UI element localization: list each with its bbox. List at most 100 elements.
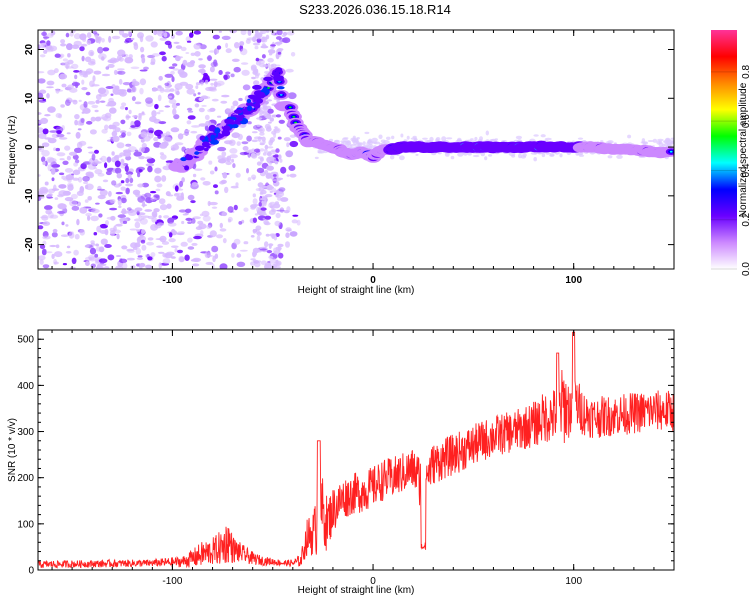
chart-title: S233.2026.036.15.18.R14	[299, 2, 451, 17]
noise-speckle	[198, 58, 203, 61]
noise-speckle	[665, 138, 670, 142]
noise-speckle	[134, 101, 142, 105]
noise-speckle	[266, 184, 274, 191]
noise-speckle	[268, 52, 273, 56]
noise-speckle	[185, 208, 192, 213]
noise-speckle	[146, 241, 155, 246]
noise-speckle	[93, 232, 98, 236]
noise-speckle	[159, 152, 164, 156]
ridge-cell	[292, 115, 296, 118]
noise-speckle	[158, 251, 165, 254]
noise-speckle	[276, 43, 281, 46]
noise-speckle	[241, 141, 249, 145]
noise-speckle	[246, 168, 249, 174]
noise-speckle	[271, 188, 277, 193]
noise-speckle	[130, 265, 136, 269]
noise-speckle	[272, 179, 279, 182]
noise-speckle	[108, 97, 114, 103]
noise-speckle	[91, 104, 99, 109]
noise-speckle	[441, 136, 447, 142]
noise-speckle	[193, 43, 201, 50]
noise-speckle	[138, 113, 146, 116]
noise-speckle	[671, 140, 674, 144]
noise-speckle	[364, 131, 370, 135]
noise-speckle	[59, 158, 65, 161]
noise-speckle	[608, 141, 612, 144]
noise-speckle	[72, 154, 79, 160]
noise-speckle	[167, 194, 174, 197]
noise-speckle	[46, 86, 54, 89]
noise-speckle	[243, 207, 249, 212]
noise-speckle	[69, 199, 78, 207]
noise-speckle	[95, 243, 99, 247]
noise-speckle	[282, 37, 291, 44]
noise-speckle	[251, 139, 258, 143]
noise-speckle	[46, 194, 53, 197]
noise-speckle	[49, 45, 58, 52]
noise-speckle	[112, 135, 120, 143]
noise-speckle	[97, 263, 107, 267]
noise-speckle	[162, 258, 171, 265]
noise-speckle	[103, 89, 109, 96]
noise-speckle	[61, 83, 67, 88]
noise-speckle	[131, 86, 137, 93]
noise-speckle	[64, 86, 72, 91]
noise-speckle	[268, 255, 274, 259]
noise-speckle	[221, 151, 227, 157]
x-tick-label: -100	[162, 576, 182, 587]
noise-speckle	[225, 71, 231, 75]
noise-speckle	[218, 158, 227, 164]
colorbar-tick-label: 0.8	[741, 64, 750, 78]
noise-speckle	[210, 82, 214, 86]
noise-speckle	[101, 128, 108, 134]
noise-speckle	[173, 193, 180, 197]
noise-speckle	[138, 155, 145, 160]
noise-speckle	[168, 232, 173, 238]
noise-speckle	[435, 137, 441, 142]
noise-speckle	[42, 98, 46, 101]
noise-speckle	[53, 261, 59, 265]
noise-speckle	[267, 146, 274, 149]
noise-speckle	[254, 213, 259, 216]
noise-speckle	[192, 263, 200, 267]
noise-speckle	[274, 126, 278, 129]
noise-speckle	[277, 51, 282, 55]
noise-speckle	[351, 140, 357, 143]
noise-speckle	[226, 155, 232, 162]
noise-speckle	[60, 234, 69, 237]
noise-speckle	[198, 64, 206, 69]
noise-speckle	[187, 246, 195, 250]
noise-speckle	[198, 107, 205, 113]
noise-speckle	[138, 214, 142, 219]
noise-speckle	[87, 215, 91, 221]
noise-speckle	[530, 151, 538, 155]
noise-speckle	[95, 36, 100, 43]
y-tick-label: 20	[24, 44, 35, 56]
noise-speckle	[147, 165, 153, 173]
noise-speckle	[67, 53, 71, 58]
noise-speckle	[134, 149, 139, 152]
y-tick-label: 400	[17, 381, 34, 392]
noise-speckle	[209, 107, 216, 112]
noise-speckle	[158, 198, 166, 205]
noise-speckle	[273, 247, 278, 253]
noise-speckle	[111, 130, 118, 137]
noise-speckle	[71, 63, 79, 70]
noise-speckle	[391, 135, 395, 140]
noise-speckle	[150, 190, 157, 194]
noise-speckle	[123, 151, 132, 157]
noise-speckle	[81, 87, 88, 91]
noise-speckle	[226, 108, 234, 113]
noise-speckle	[136, 257, 143, 260]
noise-speckle	[410, 137, 417, 140]
noise-speckle	[209, 230, 217, 238]
noise-speckle	[242, 84, 251, 91]
noise-speckle	[90, 263, 96, 269]
noise-speckle	[40, 43, 46, 48]
noise-speckle	[261, 38, 268, 43]
noise-speckle	[194, 51, 201, 57]
noise-speckle	[94, 116, 102, 122]
noise-speckle	[158, 262, 163, 269]
noise-speckle	[260, 207, 267, 211]
noise-speckle	[198, 123, 208, 127]
